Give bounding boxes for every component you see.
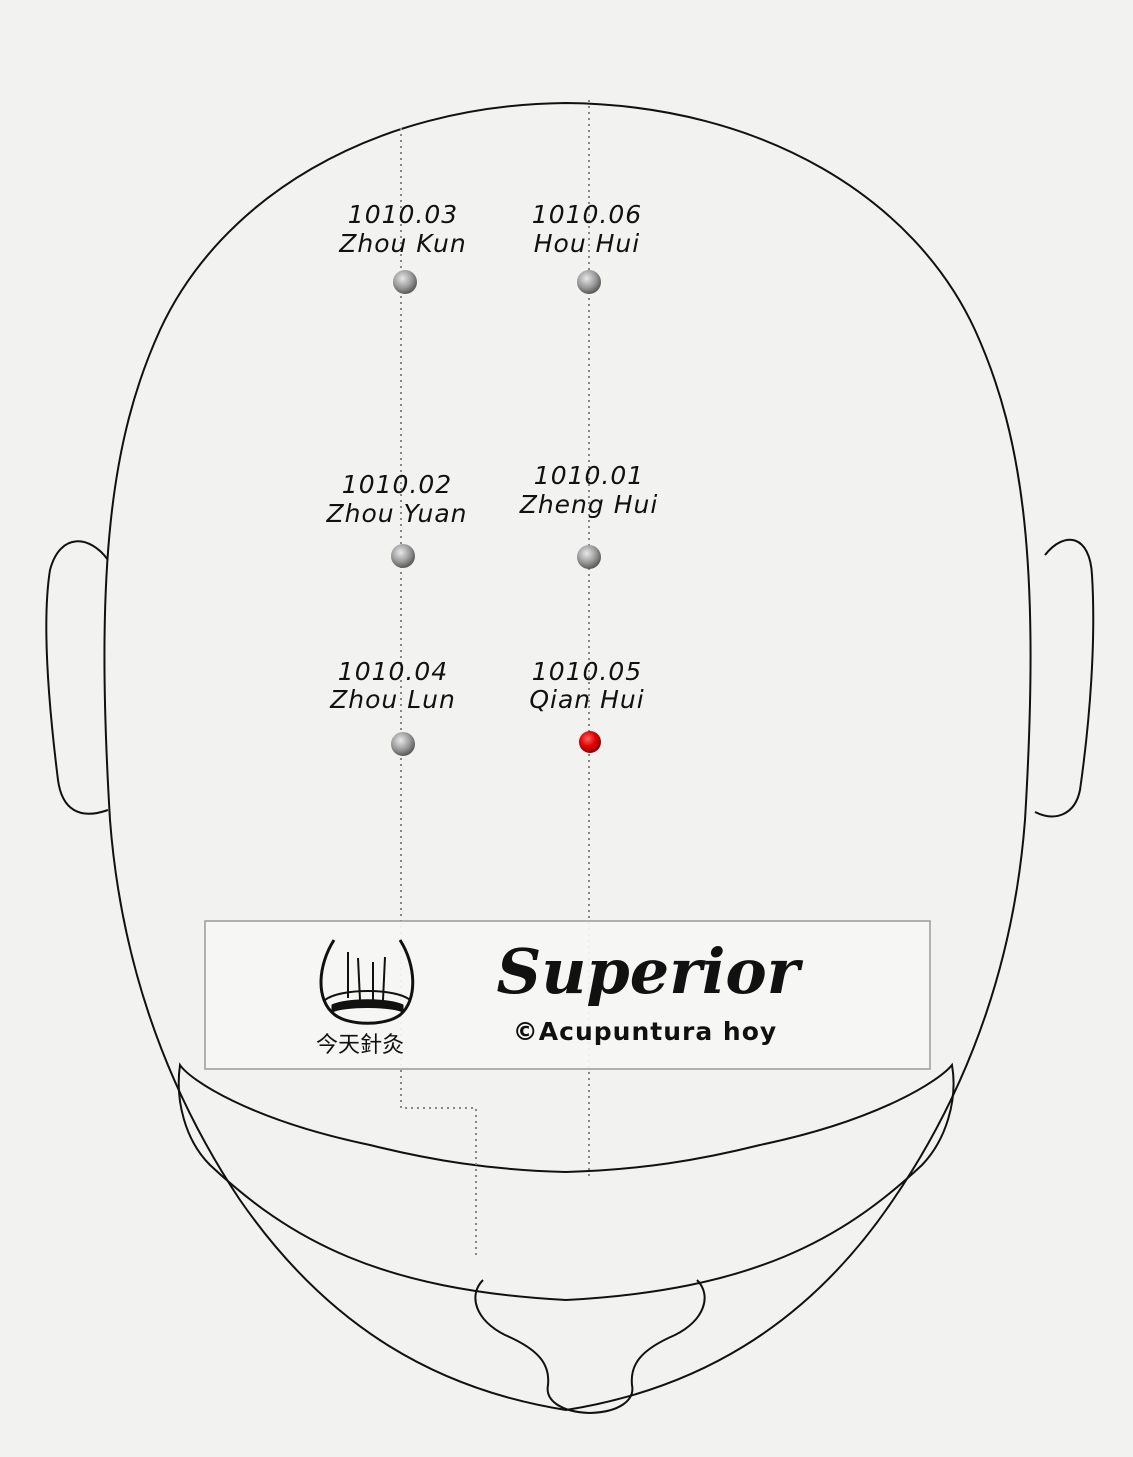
skull-outline: [103, 101, 1032, 1412]
acupoint-code: 1010.04: [338, 657, 448, 686]
head-outline: [45, 101, 1095, 1415]
acupoint-code: 1010.01: [534, 461, 644, 490]
acupoint-name: Hou Hui: [534, 229, 640, 258]
acupoint-marker-highlight: [579, 731, 601, 753]
nose-shape: [474, 1279, 706, 1415]
brow-shape: [177, 1062, 955, 1302]
acupoint-name: Zhou Kun: [338, 229, 466, 258]
logo: 今天針灸: [316, 939, 415, 1058]
acupoint-code: 1010.05: [532, 657, 642, 686]
banner-title: Superior: [497, 935, 804, 1008]
banner-box: [204, 920, 931, 1070]
acupoint-marker: [391, 544, 415, 568]
right-ear: [1034, 538, 1095, 818]
banner: 今天針灸 Superior ©Acupuntura hoy: [204, 920, 931, 1070]
left-ear: [45, 540, 109, 815]
acupoint-marker: [393, 270, 417, 294]
acupoint-marker: [391, 732, 415, 756]
acupoint-code: 1010.03: [348, 200, 458, 229]
logo-chars: 今天針灸: [316, 1033, 404, 1058]
banner-copyright: ©Acupuntura hoy: [513, 1017, 777, 1046]
needles-logo-icon: [319, 939, 415, 1025]
acupoint-name: Zhou Lun: [329, 685, 456, 714]
acupoint-marker: [577, 270, 601, 294]
left-guide-line: [400, 128, 477, 1256]
acupoint-code: 1010.06: [532, 200, 642, 229]
acupoint-marker: [577, 545, 601, 569]
guide-lines: [400, 100, 590, 1256]
acupoint-name: Qian Hui: [529, 685, 644, 714]
acupoint-code: 1010.02: [342, 470, 452, 499]
acupoint-name: Zheng Hui: [519, 490, 659, 519]
acupoint-name: Zhou Yuan: [325, 499, 467, 528]
